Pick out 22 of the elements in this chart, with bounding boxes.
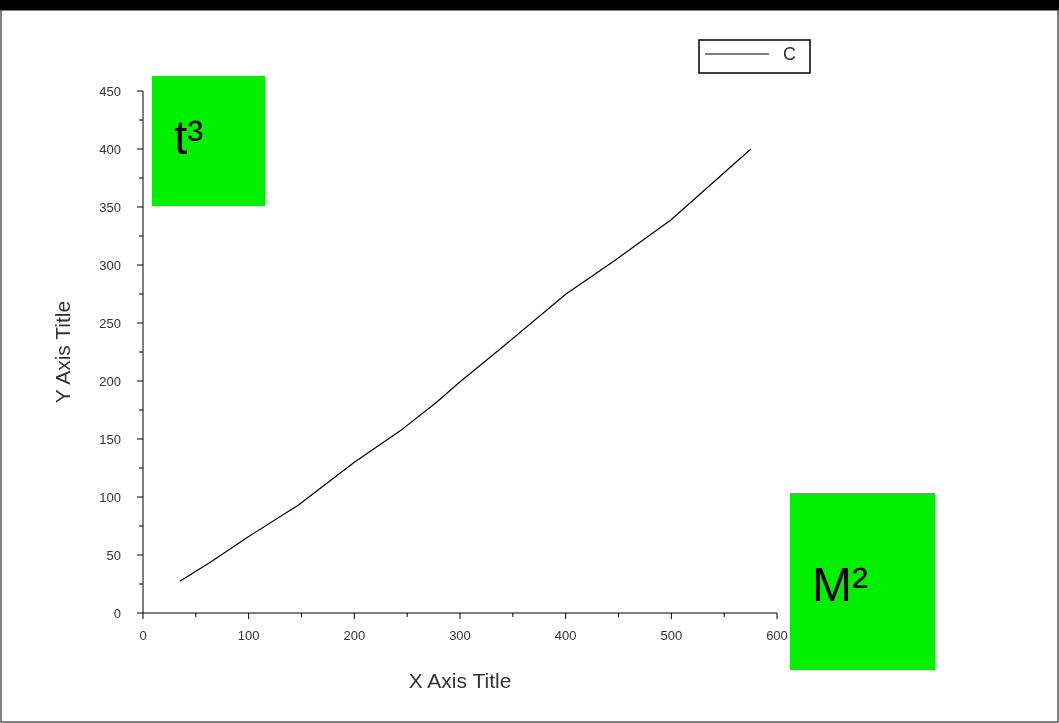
y-tick-label: 450 xyxy=(99,84,121,99)
annotation: t³ xyxy=(174,111,204,164)
y-tick-label: 50 xyxy=(106,548,121,563)
y-tick-label: 250 xyxy=(99,316,121,331)
y-tick-label: 100 xyxy=(99,490,121,505)
x-axis-title: X Axis Title xyxy=(408,669,512,692)
text: M² xyxy=(812,558,868,611)
x-tick-label: 200 xyxy=(343,628,366,643)
y-tick-label: 150 xyxy=(99,432,121,447)
y-axis-title: Y Axis Title xyxy=(51,300,74,404)
x-tick-label: 100 xyxy=(237,628,260,643)
y-tick-label: 200 xyxy=(99,374,121,389)
x-tick-label: 400 xyxy=(554,628,577,643)
y-tick-label: 350 xyxy=(99,200,121,215)
x-tick-label: 300 xyxy=(449,628,471,643)
y-tick-label: 0 xyxy=(113,606,121,621)
x-tick-label: 600 xyxy=(766,628,788,643)
x-tick-label: 500 xyxy=(660,628,683,643)
y-tick-label: 400 xyxy=(99,142,121,157)
legend-label: C xyxy=(783,44,796,64)
y-tick-label: 300 xyxy=(99,258,121,273)
x-tick-label: 0 xyxy=(139,628,147,643)
